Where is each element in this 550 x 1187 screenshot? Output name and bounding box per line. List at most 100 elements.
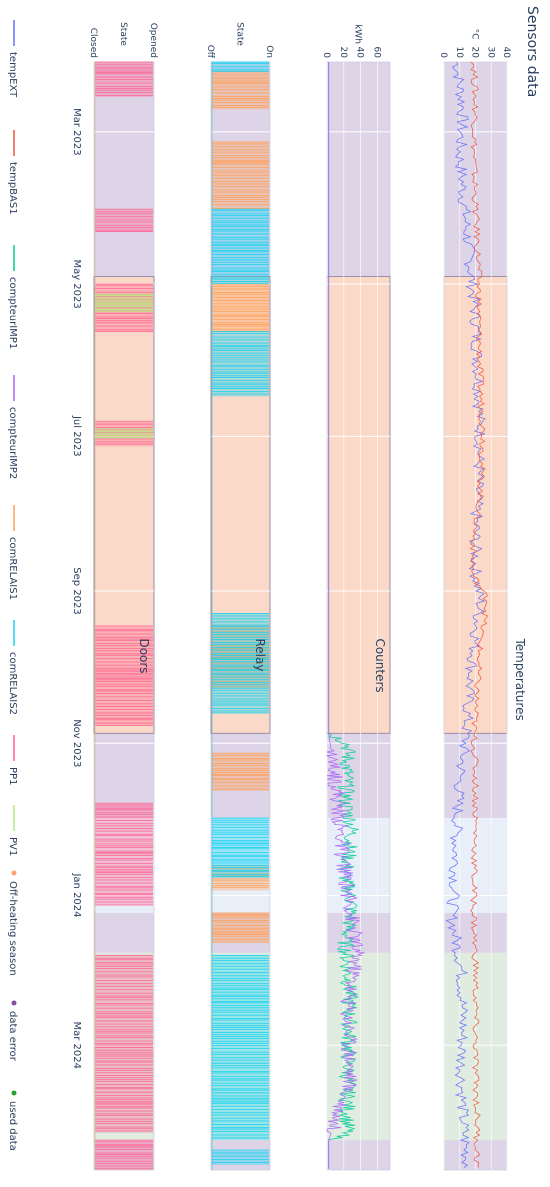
state-segment-PP1-0 bbox=[95, 61, 153, 97]
period-band-doors-3 bbox=[94, 818, 154, 913]
legend-item-comrelais2: comRELAIS2 bbox=[7, 620, 18, 715]
state-segment-PV1-0 bbox=[95, 293, 153, 312]
value-tick-label: 40 bbox=[501, 47, 511, 59]
period-band-doors-0 bbox=[94, 62, 154, 277]
grid-lines bbox=[93, 61, 508, 1171]
series-line-tempEXT bbox=[445, 61, 486, 1168]
period-band-counters-0 bbox=[327, 62, 390, 277]
state-tick-label: Closed bbox=[88, 28, 98, 58]
series-line-compteurIMP2 bbox=[325, 62, 365, 1169]
state-segment-comRELAIS2-3 bbox=[212, 613, 269, 714]
legend-label: tempEXT bbox=[7, 52, 18, 98]
legend-label: PV1 bbox=[7, 837, 18, 856]
legend-label: PP1 bbox=[7, 767, 18, 785]
state-fill bbox=[212, 753, 269, 791]
unit-label-counters: kWh bbox=[353, 24, 363, 44]
state-segment-PP1-4 bbox=[95, 625, 153, 726]
state-tick-label: Off bbox=[205, 45, 215, 59]
panel-title-relay: Relay bbox=[253, 638, 267, 671]
legend-label: Off-heating season bbox=[7, 881, 18, 976]
panel-title-doors: Doors bbox=[137, 638, 151, 673]
legend-label: data error bbox=[7, 1011, 18, 1062]
unit-label-doors: State bbox=[118, 22, 128, 46]
period-backgrounds bbox=[94, 62, 507, 1171]
time-tick-label: Mar 2024 bbox=[71, 1021, 82, 1069]
state-tick-label: On bbox=[264, 45, 274, 58]
value-tick-label: 0 bbox=[321, 52, 331, 58]
period-band-counters-6 bbox=[327, 1140, 390, 1171]
time-tick-label: Mar 2023 bbox=[71, 108, 82, 156]
state-segment-PP1-6 bbox=[95, 954, 153, 1133]
legend-label: tempBAS1 bbox=[7, 162, 18, 215]
legend-item-off-heating-season: Off-heating season bbox=[7, 870, 18, 976]
legend-item-compteurimp1: compteurIMP1 bbox=[7, 245, 18, 349]
state-segment-comRELAIS1-2 bbox=[212, 283, 269, 332]
state-fill bbox=[95, 209, 153, 232]
state-fill bbox=[212, 209, 269, 285]
series-layer bbox=[94, 61, 489, 1171]
legend-item-pv1: PV1 bbox=[7, 805, 18, 856]
time-tick-label: Nov 2023 bbox=[71, 719, 82, 767]
legend-label: comRELAIS2 bbox=[7, 652, 18, 715]
time-tick-label: Jul 2023 bbox=[71, 415, 82, 457]
legend-item-data-error: data error bbox=[7, 1000, 18, 1062]
off-season-frame-doors bbox=[93, 276, 155, 734]
state-segment-comRELAIS2-5 bbox=[212, 954, 269, 1141]
period-band-doors-2 bbox=[94, 733, 154, 819]
legend-item-comrelais1: comRELAIS1 bbox=[7, 505, 18, 600]
panel-title-counters: Counters bbox=[373, 638, 387, 692]
value-tick-label: 10 bbox=[454, 47, 464, 59]
state-segment-comRELAIS2-4 bbox=[212, 817, 269, 879]
state-segment-comRELAIS1-0 bbox=[212, 71, 269, 110]
state-segment-comRELAIS2-2 bbox=[212, 331, 269, 397]
value-tick-label: 0 bbox=[438, 52, 448, 58]
period-band-counters-3 bbox=[327, 818, 390, 913]
state-segment-comRELAIS2-6 bbox=[212, 1149, 269, 1166]
value-tick-label: 40 bbox=[355, 47, 365, 59]
legend-label: compteurIMP1 bbox=[7, 277, 18, 349]
state-segment-comRELAIS2-1 bbox=[212, 208, 269, 285]
state-segment-comRELAIS1-4 bbox=[212, 752, 269, 791]
state-fill bbox=[212, 1150, 269, 1166]
series-line-tempBAS1 bbox=[469, 61, 489, 1168]
state-segment-comRELAIS1-6 bbox=[212, 912, 269, 943]
value-tick-label: 20 bbox=[470, 47, 480, 59]
state-segment-comRELAIS2-0 bbox=[212, 61, 269, 72]
time-tick-label: Jan 2024 bbox=[71, 872, 82, 917]
legend-marker bbox=[11, 1000, 17, 1006]
legend-item-compteurimp2: compteurIMP2 bbox=[7, 375, 18, 479]
state-fill bbox=[212, 71, 269, 110]
period-band-counters-1 bbox=[327, 276, 390, 734]
value-tick-label: 60 bbox=[371, 47, 381, 59]
period-band-doors-4 bbox=[94, 912, 154, 953]
value-tick-label: 30 bbox=[485, 47, 495, 59]
time-tick-label: May 2023 bbox=[71, 259, 82, 308]
legend-item-pp1: PP1 bbox=[7, 735, 18, 785]
time-tick-label: Sep 2023 bbox=[71, 567, 82, 614]
state-segment-comRELAIS1-1 bbox=[212, 141, 269, 210]
unit-label-temperatures: °C bbox=[470, 29, 480, 40]
axis-layer: Mar 2023 May 2023 Jul 2023 Sep 2023 Nov 2023… bbox=[71, 22, 527, 1069]
legend-item-tempbas1: tempBAS1 bbox=[7, 130, 18, 215]
state-tick-label: Opened bbox=[148, 23, 158, 58]
legend-label: compteurIMP2 bbox=[7, 407, 18, 479]
legend-item-used-data: used data bbox=[7, 1090, 18, 1151]
legend: tempEXT tempBAS1 compteurIMP1 compteurIMP2 c… bbox=[7, 20, 18, 1151]
legend-item-tempext: tempEXT bbox=[7, 20, 18, 98]
state-segment-PP1-5 bbox=[95, 802, 153, 906]
state-segment-PP1-7 bbox=[95, 1139, 153, 1171]
state-segment-PV1-1 bbox=[95, 428, 153, 439]
legend-label: used data bbox=[7, 1101, 18, 1151]
chart-title: Sensors data bbox=[524, 6, 540, 97]
legend-marker bbox=[11, 1090, 17, 1096]
period-band-counters-4 bbox=[327, 912, 390, 953]
period-band-doors-1 bbox=[94, 276, 154, 734]
off-season-frame-relay bbox=[210, 276, 271, 734]
state-segment-PP1-1 bbox=[95, 208, 153, 232]
panel-title-temperatures: Temperatures bbox=[513, 637, 527, 720]
value-tick-label: 20 bbox=[338, 47, 348, 59]
legend-label: comRELAIS1 bbox=[7, 537, 18, 600]
legend-marker bbox=[11, 870, 17, 876]
